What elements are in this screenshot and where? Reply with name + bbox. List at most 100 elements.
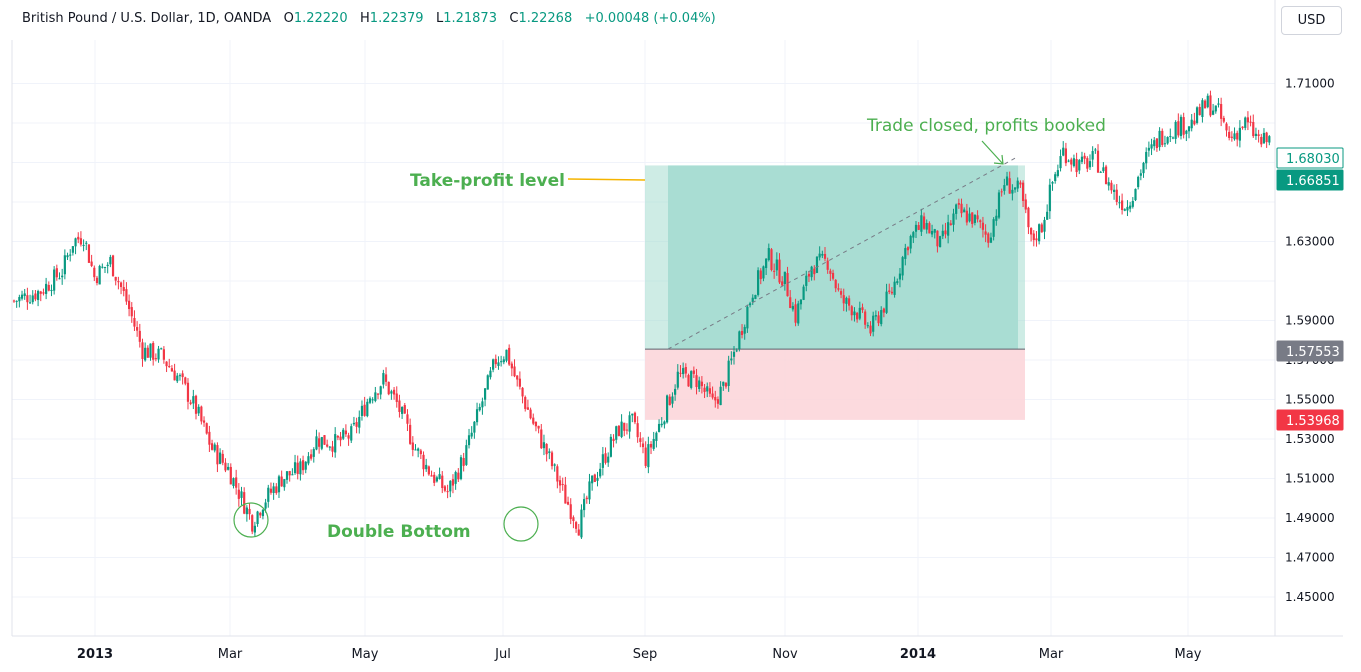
candle-body bbox=[267, 487, 270, 502]
candle bbox=[791, 302, 794, 312]
candle-body bbox=[253, 525, 256, 533]
candle-body bbox=[649, 443, 653, 448]
candle-body bbox=[939, 236, 942, 248]
y-tick-label: 1.45000 bbox=[1285, 590, 1335, 604]
candle-body bbox=[949, 223, 952, 226]
candle-body bbox=[475, 409, 479, 423]
candle-body bbox=[789, 297, 792, 309]
candle bbox=[1166, 136, 1169, 145]
candle-body bbox=[395, 393, 398, 402]
candle bbox=[1056, 164, 1059, 178]
candle bbox=[1169, 128, 1172, 142]
candle bbox=[358, 410, 361, 434]
candle-body bbox=[39, 291, 42, 294]
candle-body bbox=[762, 266, 765, 279]
candle bbox=[401, 406, 404, 419]
candle bbox=[138, 323, 141, 348]
candle bbox=[842, 288, 845, 312]
candle-body bbox=[877, 315, 880, 324]
y-tick-label: 1.51000 bbox=[1285, 472, 1335, 486]
candle bbox=[925, 219, 928, 234]
currency-button[interactable]: USD bbox=[1281, 6, 1342, 35]
candle-body bbox=[23, 293, 26, 297]
candle-body bbox=[612, 438, 615, 442]
price-tag-box bbox=[1276, 409, 1344, 431]
candle-body bbox=[706, 386, 709, 392]
candle-body bbox=[186, 382, 190, 402]
candle bbox=[583, 493, 586, 518]
candle bbox=[368, 396, 372, 405]
candle bbox=[459, 454, 463, 481]
candle-body bbox=[208, 431, 211, 445]
candle bbox=[928, 221, 931, 234]
candle bbox=[12, 299, 16, 303]
candle bbox=[1038, 223, 1041, 245]
candle-body bbox=[61, 275, 64, 278]
candle bbox=[1134, 188, 1137, 202]
candle bbox=[208, 425, 211, 453]
candle-body bbox=[1104, 166, 1108, 185]
candle bbox=[976, 210, 979, 223]
candle-body bbox=[85, 242, 88, 244]
candle-body bbox=[114, 276, 117, 281]
candle-body bbox=[352, 422, 356, 425]
candle-body bbox=[1123, 209, 1126, 211]
candle-body bbox=[275, 486, 278, 494]
candle bbox=[684, 363, 687, 378]
candle-body bbox=[1153, 140, 1156, 147]
candle-body bbox=[251, 515, 254, 532]
candle bbox=[778, 253, 781, 284]
candle bbox=[409, 418, 412, 445]
candle-body bbox=[687, 375, 690, 387]
candle bbox=[655, 431, 658, 448]
candle-body bbox=[989, 237, 993, 243]
candle bbox=[668, 394, 671, 406]
candle bbox=[671, 392, 674, 408]
candle-body bbox=[106, 264, 109, 267]
candle bbox=[451, 474, 455, 494]
candle-body bbox=[1021, 182, 1025, 201]
candle-body bbox=[1185, 130, 1188, 134]
candle bbox=[277, 474, 281, 499]
candle-body bbox=[101, 266, 104, 268]
candle-body bbox=[71, 246, 74, 253]
candle bbox=[1209, 90, 1212, 118]
candle-body bbox=[580, 509, 583, 538]
candle bbox=[130, 302, 133, 323]
candle-body bbox=[564, 484, 567, 504]
candle-body bbox=[797, 303, 800, 324]
candle bbox=[1212, 103, 1215, 116]
candle-body bbox=[1252, 122, 1255, 137]
x-tick-label: Jul bbox=[494, 647, 511, 662]
candle bbox=[310, 449, 313, 461]
candle bbox=[136, 321, 139, 337]
candle-body bbox=[716, 399, 720, 404]
candle-body bbox=[537, 425, 540, 429]
candle-body bbox=[307, 456, 310, 464]
candle bbox=[441, 471, 444, 494]
candle bbox=[939, 235, 942, 248]
candle bbox=[826, 257, 829, 274]
candle-body bbox=[1040, 224, 1043, 233]
y-tick-label: 1.63000 bbox=[1285, 235, 1335, 249]
candle-body bbox=[1013, 187, 1017, 190]
candle bbox=[901, 255, 904, 281]
candle bbox=[920, 208, 923, 236]
candle-body bbox=[497, 362, 500, 366]
candle bbox=[229, 463, 232, 485]
trade-closed-label: Trade closed, profits booked bbox=[866, 116, 1106, 136]
candle-body bbox=[920, 215, 923, 232]
candle bbox=[470, 426, 473, 439]
candle bbox=[1027, 206, 1030, 235]
candle-body bbox=[845, 297, 848, 304]
candle-body bbox=[259, 512, 262, 516]
candle-body bbox=[502, 359, 505, 363]
candle bbox=[331, 440, 334, 458]
candle-body bbox=[301, 460, 305, 471]
candle-body bbox=[1112, 189, 1116, 192]
candle bbox=[1179, 114, 1183, 140]
candle-body bbox=[890, 291, 894, 294]
candle bbox=[1139, 169, 1142, 181]
candle bbox=[877, 311, 880, 327]
